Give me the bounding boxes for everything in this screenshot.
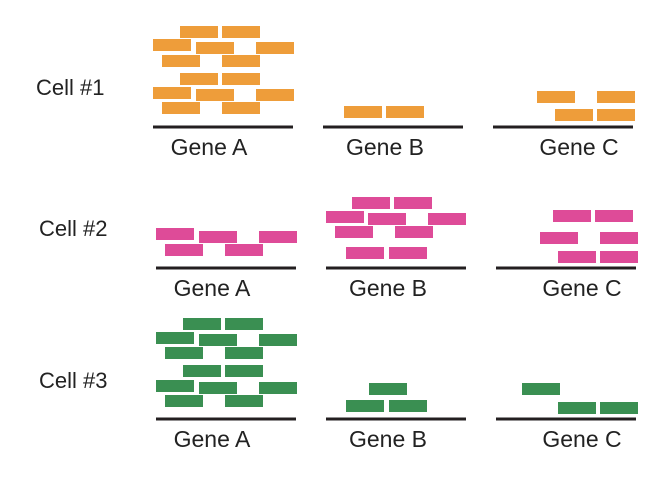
cell-1-gene-b-transcript — [386, 106, 424, 118]
cell-3-gene-b-transcript — [369, 383, 407, 395]
cell-2-gene-b-transcript — [394, 197, 432, 209]
cell-3-gene-a-transcript — [199, 334, 237, 346]
cell-1-label: Cell #1 — [36, 75, 105, 100]
cell-1-gene-c-transcript — [597, 109, 635, 121]
cell-3-gene-a-transcript — [225, 318, 263, 330]
cell-1-gene-a-transcript — [180, 26, 218, 38]
cell-3-gene-c-transcript — [600, 402, 638, 414]
cell-3-gene-a-transcript — [165, 347, 203, 359]
cell-2-gene-c-label: Gene C — [542, 275, 622, 301]
cell-2-gene-b-transcript — [346, 247, 384, 259]
cell-1-gene-c-transcript — [537, 91, 575, 103]
cell-2-gene-b-transcript — [368, 213, 406, 225]
cell-1-gene-a-transcript — [222, 26, 260, 38]
cell-3-gene-c-transcript — [558, 402, 596, 414]
cell-3-gene-a-transcript — [165, 395, 203, 407]
cell-3-gene-a-transcript — [259, 382, 297, 394]
cell-2-gene-a-transcript — [225, 244, 263, 256]
cell-1-gene-a-transcript — [196, 42, 234, 54]
cell-1-gene-a-label: Gene A — [170, 134, 248, 160]
cell-3-gene-a-transcript — [199, 382, 237, 394]
cell-2-gene-b-transcript — [395, 226, 433, 238]
cell-1-gene-c-transcript — [555, 109, 593, 121]
cell-1-gene-a-transcript — [196, 89, 234, 101]
cell-3-gene-a-transcript — [225, 347, 263, 359]
cell-2-gene-c-transcript — [600, 232, 638, 244]
cell-2-gene-b-transcript — [389, 247, 427, 259]
cell-1-gene-a-transcript — [222, 102, 260, 114]
cell-1-gene-b-transcript — [344, 106, 382, 118]
cell-1-gene-a-transcript — [222, 55, 260, 67]
cell-2-gene-b-transcript — [326, 211, 364, 223]
cell-3-gene-a-transcript — [225, 395, 263, 407]
cell-2-gene-c-transcript — [600, 251, 638, 263]
cell-3-gene-a-transcript — [183, 318, 221, 330]
cell-1-gene-a-transcript — [153, 39, 191, 51]
cell-1-gene-a-transcript — [162, 102, 200, 114]
cell-2-gene-a-transcript — [165, 244, 203, 256]
cell-2-gene-a-label: Gene A — [173, 275, 251, 301]
cell-3-gene-a-label: Gene A — [173, 426, 251, 452]
cell-3-gene-b-label: Gene B — [349, 426, 427, 452]
cell-1-gene-a-transcript — [256, 89, 294, 101]
cell-2-gene-b-label: Gene B — [349, 275, 427, 301]
cell-2-gene-c-transcript — [553, 210, 591, 222]
cell-1-gene-a-transcript — [162, 55, 200, 67]
cell-3-gene-a-transcript — [156, 332, 194, 344]
cell-1-gene-a-transcript — [153, 87, 191, 99]
cell-1-gene-a-transcript — [180, 73, 218, 85]
cell-3-gene-c-label: Gene C — [542, 426, 622, 452]
cell-3-gene-a-transcript — [156, 380, 194, 392]
cell-1-gene-c-label: Gene C — [539, 134, 619, 160]
cell-2-gene-a-transcript — [199, 231, 237, 243]
cell-2-gene-a-transcript — [156, 228, 194, 240]
cell-2-gene-c-transcript — [540, 232, 578, 244]
cell-3-gene-a-transcript — [225, 365, 263, 377]
cell-1-gene-c-transcript — [597, 91, 635, 103]
cell-3-gene-b-transcript — [346, 400, 384, 412]
cell-2-gene-a-transcript — [259, 231, 297, 243]
cell-1-gene-b-label: Gene B — [346, 134, 424, 160]
cell-3-gene-a-transcript — [259, 334, 297, 346]
cell-2-gene-c-transcript — [595, 210, 633, 222]
cell-2-gene-b-transcript — [335, 226, 373, 238]
cell-2-gene-c-transcript — [558, 251, 596, 263]
cell-2-label: Cell #2 — [39, 216, 108, 241]
cell-1-gene-a-transcript — [256, 42, 294, 54]
cell-3-gene-a-transcript — [183, 365, 221, 377]
cell-3-label: Cell #3 — [39, 368, 108, 393]
cell-2-gene-b-transcript — [352, 197, 390, 209]
cell-1-gene-a-transcript — [222, 73, 260, 85]
cell-2-gene-b-transcript — [428, 213, 466, 225]
cell-3-gene-b-transcript — [389, 400, 427, 412]
cell-3-gene-c-transcript — [522, 383, 560, 395]
